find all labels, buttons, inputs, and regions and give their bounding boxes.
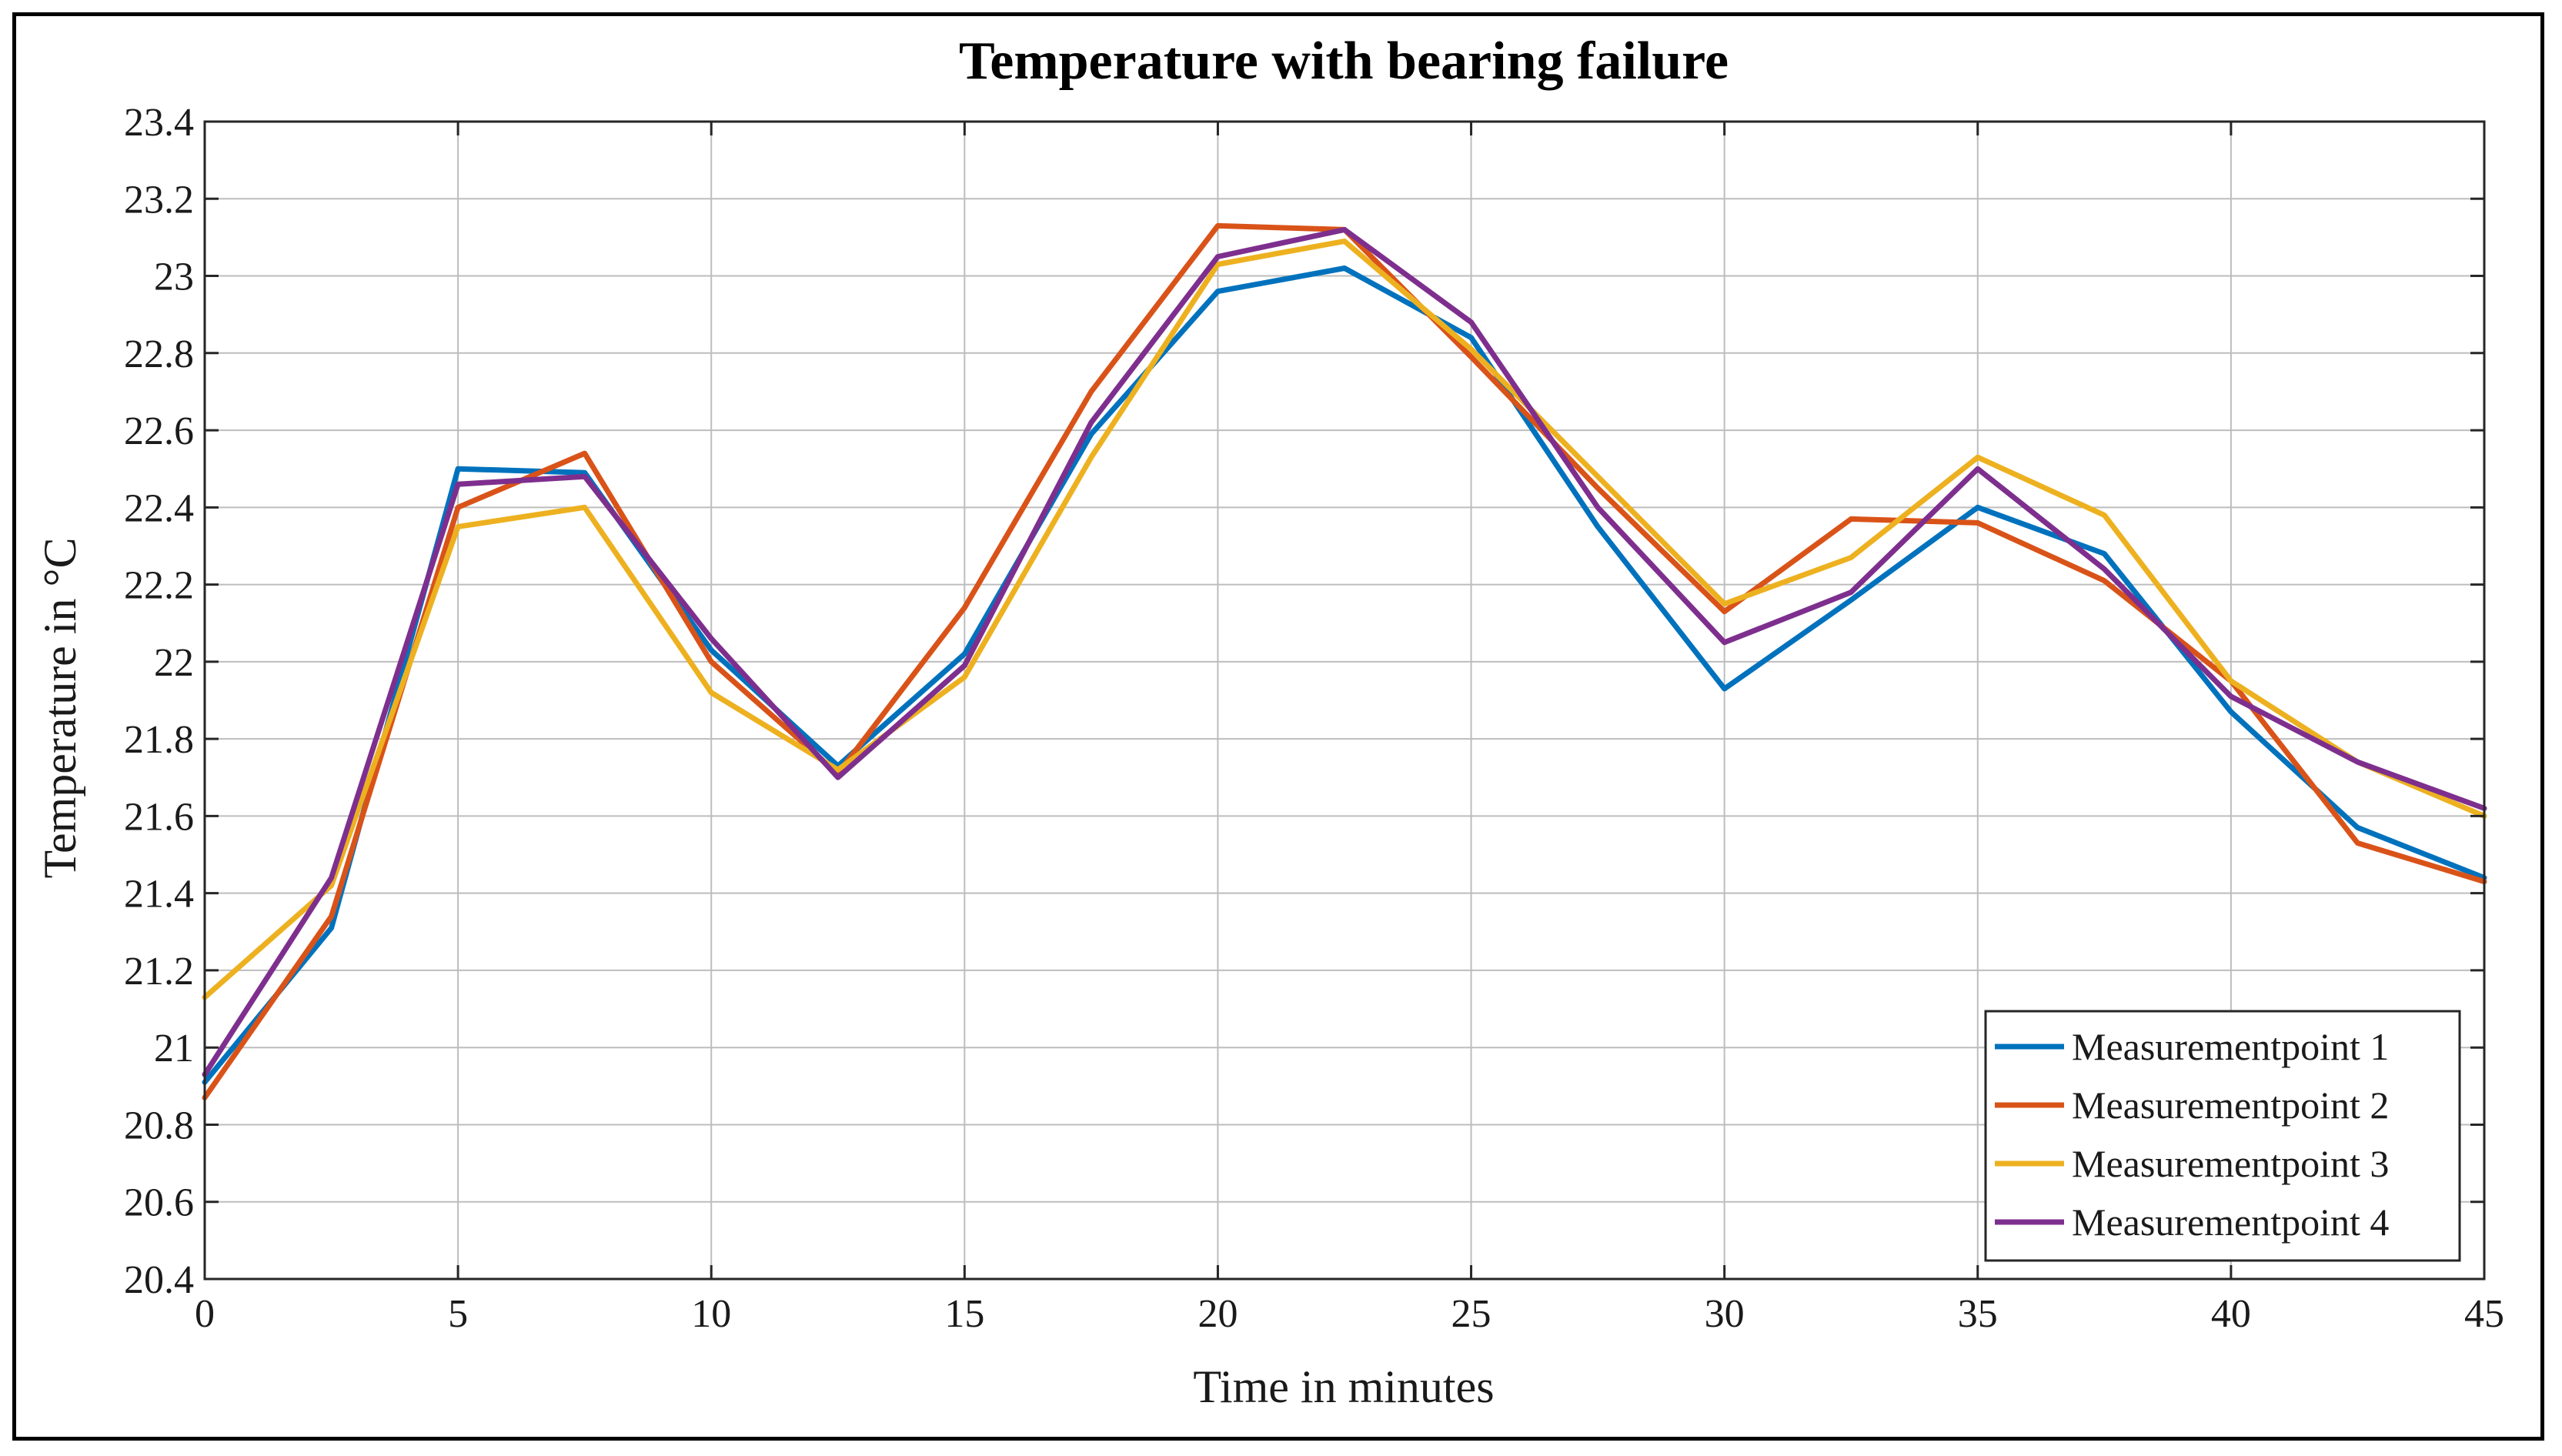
y-tick-label: 22 [154,641,194,685]
y-tick-label: 21.4 [124,873,194,917]
x-tick-label: 10 [691,1292,731,1336]
legend: Measurementpoint 1 Measurementpoint 2 Meas… [1984,1010,2461,1262]
y-axis-ticks: 20.4 20.6 20.8 21 21.2 21.4 21.6 21.8 22 22.2 22.4… [124,101,2484,1302]
y-tick-label: 22.2 [124,564,194,608]
y-tick-label: 22.6 [124,409,194,453]
x-tick-label: 30 [1705,1292,1745,1336]
y-tick-label: 23.2 [124,178,194,222]
y-tick-label: 21.6 [124,795,194,839]
x-tick-label: 0 [195,1292,215,1336]
y-tick-label: 23 [154,255,194,299]
y-tick-label: 22.4 [124,486,194,530]
x-tick-label: 45 [2464,1292,2504,1336]
y-axis-label: Temperature in °C [35,538,85,879]
series-line-3 [202,238,2487,1000]
chart-title: Temperature with bearing failure [959,32,1729,91]
x-tick-label: 40 [2211,1292,2251,1336]
y-tick-label: 20.8 [124,1104,194,1147]
y-tick-label: 23.4 [124,101,194,145]
x-axis-ticks: 0 5 10 15 20 25 30 35 40 45 [195,122,2504,1336]
x-tick-label: 5 [448,1292,468,1336]
series-lines [202,222,2487,1100]
legend-label-2: Measurementpoint 2 [2072,1084,2389,1127]
legend-label-1: Measurementpoint 1 [2072,1025,2389,1068]
y-tick-label: 21.8 [124,718,194,762]
x-tick-label: 20 [1197,1292,1238,1336]
plot-area-frame [203,120,2486,1281]
x-tick-label: 25 [1451,1292,1491,1336]
series-line-1 [202,265,2487,1085]
y-tick-label: 20.6 [124,1181,194,1225]
x-tick-label: 15 [944,1292,984,1336]
x-tick-label: 35 [1958,1292,1998,1336]
figure-border [12,12,2544,1441]
y-tick-label: 21 [154,1027,194,1070]
legend-label-4: Measurementpoint 4 [2072,1201,2389,1244]
legend-label-3: Measurementpoint 3 [2072,1142,2389,1185]
y-tick-label: 22.8 [124,332,194,376]
y-tick-label: 20.4 [124,1258,194,1302]
series-line-4 [202,226,2487,1077]
y-tick-label: 21.2 [124,950,194,993]
legend-box [1984,1010,2461,1262]
x-axis-label: Time in minutes [1193,1361,1494,1412]
